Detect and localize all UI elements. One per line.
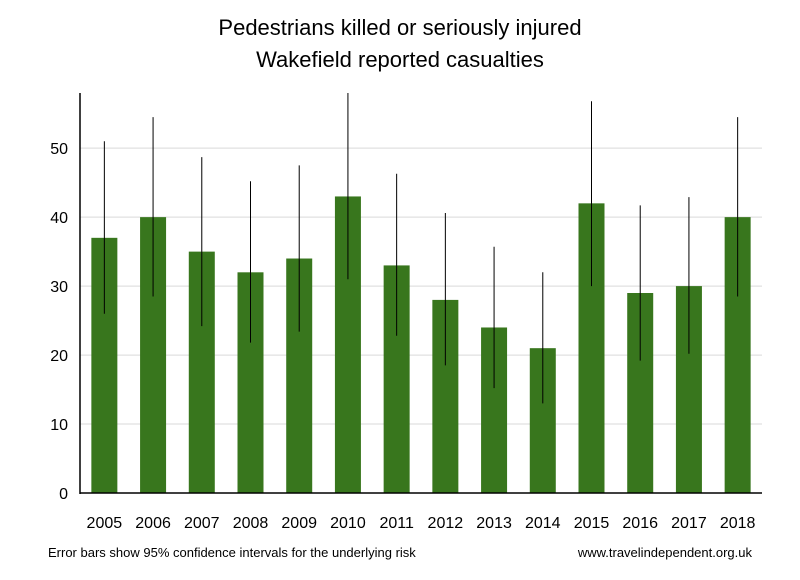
y-tick-label: 50 bbox=[50, 141, 68, 158]
y-tick-label: 10 bbox=[50, 417, 68, 434]
x-tick-label: 2009 bbox=[281, 515, 317, 532]
x-tick-label: 2007 bbox=[184, 515, 220, 532]
x-tick-label: 2011 bbox=[379, 515, 414, 532]
error-bars bbox=[103, 93, 739, 404]
x-tick-label: 2008 bbox=[233, 515, 269, 532]
x-tick-label: 2006 bbox=[135, 515, 171, 532]
axes bbox=[79, 93, 762, 494]
x-tick-label: 2013 bbox=[476, 515, 512, 532]
y-tick-labels: 0 10 20 30 40 50 bbox=[50, 141, 68, 503]
footnote: Error bars show 95% confidence intervals… bbox=[48, 545, 416, 560]
source-link[interactable]: www.travelindependent.org.uk bbox=[577, 545, 752, 560]
x-tick-label: 2018 bbox=[720, 515, 756, 532]
chart-title: Pedestrians killed or seriously injured bbox=[218, 15, 582, 40]
x-tick-label: 2005 bbox=[87, 515, 123, 532]
y-tick-label: 0 bbox=[59, 486, 68, 503]
x-tick-labels: 2005 2006 2007 2008 2009 2010 2011 2012 2013 2014… bbox=[87, 515, 756, 532]
x-tick-label: 2014 bbox=[525, 515, 561, 532]
x-tick-label: 2015 bbox=[574, 515, 610, 532]
chart-subtitle: Wakefield reported casualties bbox=[256, 47, 544, 72]
y-tick-label: 20 bbox=[50, 348, 68, 365]
y-tick-label: 30 bbox=[50, 279, 68, 296]
grid-lines bbox=[80, 147, 762, 425]
y-tick-label: 40 bbox=[50, 210, 68, 227]
x-tick-label: 2017 bbox=[671, 515, 707, 532]
x-tick-label: 2012 bbox=[428, 515, 464, 532]
bars bbox=[91, 196, 751, 493]
x-tick-label: 2016 bbox=[622, 515, 658, 532]
x-tick-label: 2010 bbox=[330, 515, 366, 532]
